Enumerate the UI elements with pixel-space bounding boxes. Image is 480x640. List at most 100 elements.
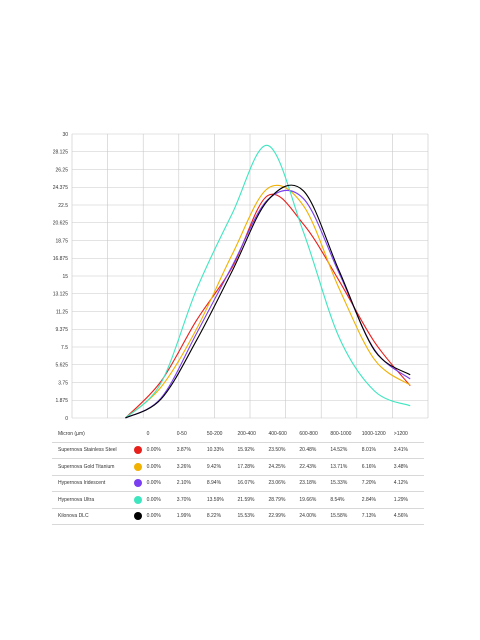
table-cell: 23.06% xyxy=(268,480,286,487)
table-cell: 8.94% xyxy=(206,480,222,487)
y-tick-label: 18.75 xyxy=(55,238,68,244)
table-row: Kilonova DLC 0.00% 1.99% 8.22% 15.53% 22.99% 2… xyxy=(52,508,424,525)
table-header-label: Micron (µm) xyxy=(58,430,85,437)
table-cell: 7.13% xyxy=(361,513,376,520)
category-label: 600-800 xyxy=(299,430,318,437)
series-line xyxy=(125,193,411,419)
table-cell: 1.99% xyxy=(176,513,191,520)
table-cell: 22.99% xyxy=(268,513,286,520)
table-header-row: Micron (µm) 0 0-50 50-200 200-400 400-60… xyxy=(52,426,424,442)
y-tick-label: 11.25 xyxy=(56,309,68,315)
series-color-dot xyxy=(133,495,142,504)
category-label: >1200 xyxy=(393,430,408,437)
series-line xyxy=(125,184,411,419)
table-cell: 0.00% xyxy=(146,513,161,520)
category-label: 50-200 xyxy=(206,430,223,437)
distribution-table: Micron (µm) 0 0-50 50-200 200-400 400-60… xyxy=(52,426,424,525)
series-swatch-cell xyxy=(129,459,147,476)
category-label: 800-1000 xyxy=(330,430,352,437)
table-cell: 4.12% xyxy=(393,480,408,487)
table-cell: 28.79% xyxy=(268,496,286,503)
table-cell: 3.87% xyxy=(176,447,191,454)
table-cell: 15.53% xyxy=(237,513,255,520)
table-row: Supernova Stainless Steel 0.00% 3.87% 10.33… xyxy=(52,442,424,459)
table-cell: 3.48% xyxy=(393,463,408,470)
table-row: Supernova Gold Titanium 0.00% 3.26% 9.42% 17… xyxy=(52,459,424,476)
table-cell: 24.00% xyxy=(299,513,317,520)
series-name: Kilonova DLC xyxy=(58,513,89,520)
series-color-dot xyxy=(133,512,142,521)
table-cell: 8.01% xyxy=(361,447,376,454)
table-cell: 3.41% xyxy=(393,447,408,454)
table-cell: 23.18% xyxy=(299,480,317,487)
table-cell: 13.59% xyxy=(206,496,224,503)
table-cell: 8.54% xyxy=(330,496,345,503)
y-tick-label: 3.75 xyxy=(58,380,68,386)
y-tick-label: 24.375 xyxy=(53,185,69,191)
table-cell: 19.66% xyxy=(299,496,317,503)
series-name: Hypernova Iridescent xyxy=(58,480,106,487)
y-tick-label: 16.875 xyxy=(53,256,69,262)
series-swatch-cell xyxy=(129,492,147,509)
series-lines xyxy=(125,144,411,419)
y-tick-label: 15 xyxy=(62,274,68,280)
table-row: Hypernova Iridescent 0.00% 2.10% 8.94% 16.07… xyxy=(52,475,424,492)
category-label: 0 xyxy=(146,430,150,437)
y-tick-label: 13.125 xyxy=(53,292,69,298)
series-swatch-cell xyxy=(129,475,147,492)
y-tick-label: 1.875 xyxy=(55,398,68,404)
series-name: Supernova Stainless Steel xyxy=(58,447,117,454)
series-color-dot xyxy=(133,479,142,488)
y-tick-label: 30 xyxy=(62,132,68,138)
table-cell: 21.59% xyxy=(237,496,255,503)
y-tick-label: 26.25 xyxy=(55,167,68,173)
table-cell: 6.16% xyxy=(361,463,376,470)
y-tick-label: 28.125 xyxy=(53,150,69,156)
series-line xyxy=(125,184,411,419)
table-cell: 2.10% xyxy=(176,480,191,487)
table-cell: 10.33% xyxy=(206,447,224,454)
y-tick-label: 22.5 xyxy=(58,203,68,209)
table-cell: 14.52% xyxy=(330,447,348,454)
category-label: 400-600 xyxy=(268,430,287,437)
table-cell: 15.58% xyxy=(330,513,348,520)
category-label: 1000-1200 xyxy=(361,430,386,437)
table-cell: 15.92% xyxy=(237,447,255,454)
y-tick-label: 0 xyxy=(65,416,68,422)
series-color-dot xyxy=(133,462,142,471)
y-tick-label: 9.375 xyxy=(55,327,68,333)
table-row: Hypernova Ultra 0.00% 3.70% 13.59% 21.59% 28.… xyxy=(52,492,424,509)
series-name: Hypernova Ultra xyxy=(58,496,95,503)
y-tick-label: 5.625 xyxy=(55,363,68,369)
y-tick-label: 20.625 xyxy=(53,221,69,227)
category-label: 200-400 xyxy=(237,430,256,437)
series-color-dot xyxy=(133,446,142,455)
chart-grid xyxy=(71,133,429,419)
table-cell: 17.28% xyxy=(237,463,255,470)
table-cell: 0.00% xyxy=(146,447,161,454)
y-axis-tick-labels: 30 28.125 26.25 24.375 22.5 20.625 18.75 16.875… xyxy=(53,132,69,422)
series-swatch-cell xyxy=(129,508,147,525)
table-cell: 22.43% xyxy=(299,463,317,470)
table-cell: 15.33% xyxy=(330,480,348,487)
series-swatch-cell xyxy=(129,442,147,459)
table-cell: 4.56% xyxy=(393,513,408,520)
table-body: Supernova Stainless Steel 0.00% 3.87% 10.33… xyxy=(52,442,424,525)
series-line xyxy=(125,144,411,419)
table-cell: 0.00% xyxy=(146,463,161,470)
table-cell: 8.22% xyxy=(206,513,222,520)
table-cell: 13.71% xyxy=(330,463,348,470)
table-cell: 9.42% xyxy=(206,463,222,470)
table-cell: 0.00% xyxy=(146,496,161,503)
table-cell: 1.29% xyxy=(393,496,408,503)
table-cell: 24.25% xyxy=(268,463,286,470)
table-cell: 23.50% xyxy=(268,447,286,454)
table-cell: 2.84% xyxy=(361,496,376,503)
table-cell: 16.07% xyxy=(237,480,255,487)
series-name: Supernova Gold Titanium xyxy=(58,463,115,470)
table-cell: 3.70% xyxy=(176,496,191,503)
table-cell: 0.00% xyxy=(146,480,161,487)
y-tick-label: 7.5 xyxy=(61,345,68,351)
table-cell: 3.26% xyxy=(176,463,191,470)
